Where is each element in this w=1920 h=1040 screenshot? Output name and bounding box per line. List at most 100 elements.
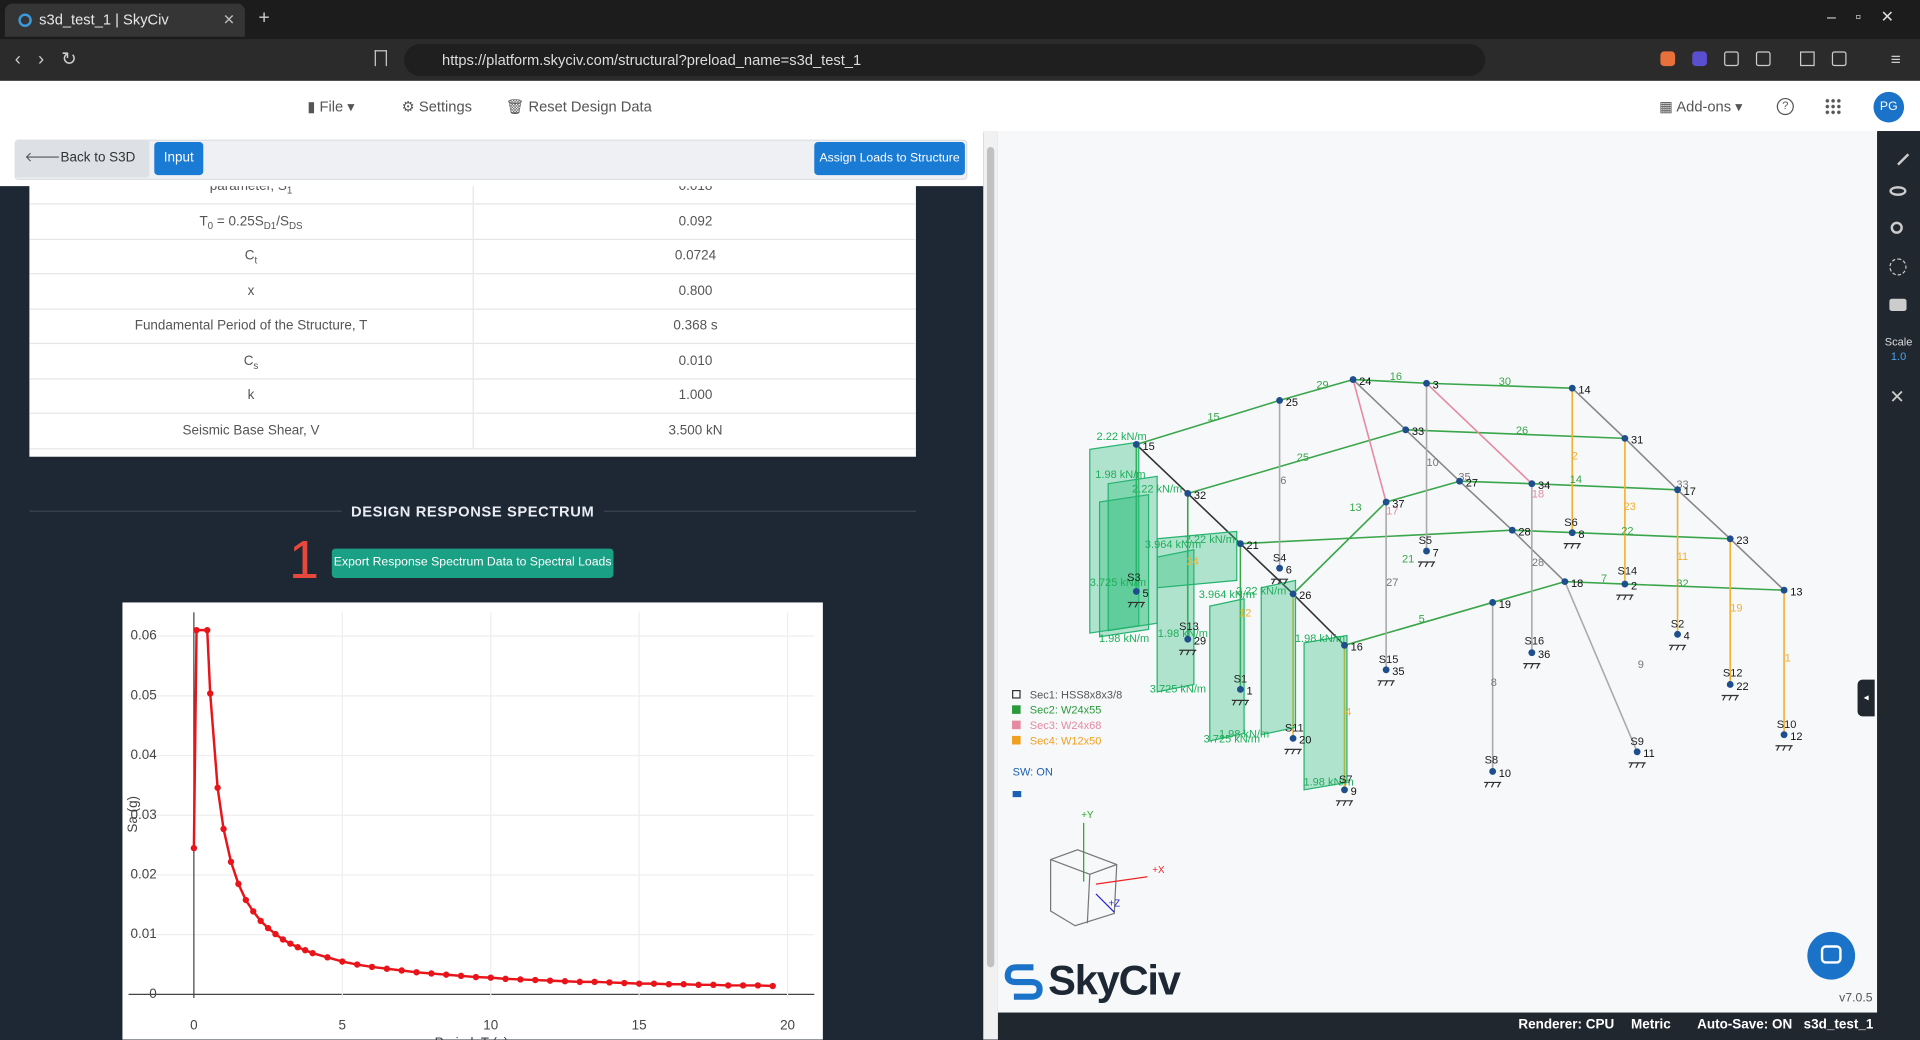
support-label: S2 — [1671, 618, 1684, 630]
data-point — [214, 784, 221, 791]
x-tick-label: 5 — [339, 1018, 346, 1033]
data-point — [272, 930, 279, 938]
tab-title: s3d_test_1 | SkyCiv — [39, 11, 169, 29]
support-label: S3 — [1127, 572, 1140, 584]
collapse-tab[interactable]: ◂ — [1857, 679, 1875, 717]
row-label: T0 = 0.25SD1/SDS — [29, 214, 472, 231]
label-part: 1 — [286, 185, 293, 197]
member — [1385, 480, 1460, 503]
data-point — [725, 982, 732, 989]
support-label: S12 — [1723, 667, 1743, 679]
label-part: = 0.25S — [213, 213, 264, 229]
apps-button[interactable] — [1824, 97, 1842, 116]
node-label: 34 — [1538, 480, 1550, 492]
input-button[interactable]: Input — [154, 142, 204, 176]
nav-buttons[interactable]: ‹›↻ — [14, 48, 94, 70]
addons-menu[interactable]: ▦ Add-ons ▾ — [1659, 97, 1743, 116]
data-point — [309, 949, 316, 957]
file-menu[interactable]: ▮ File ▾ — [307, 97, 355, 116]
x-tick-label: 15 — [632, 1018, 647, 1033]
member — [1564, 580, 1625, 585]
bookmark-icon[interactable] — [374, 50, 387, 67]
node-label: 8 — [1578, 529, 1584, 541]
tab-close[interactable]: ✕ — [222, 11, 236, 29]
back-button[interactable]: 🡐 Back to S3D — [14, 139, 150, 178]
node — [1561, 578, 1569, 586]
node-label: 17 — [1684, 486, 1696, 498]
search-tool[interactable] — [1890, 221, 1903, 234]
data-point — [650, 980, 658, 987]
member-label: 33 — [1676, 479, 1688, 491]
rotate-tool[interactable] — [1889, 258, 1907, 276]
reset-button[interactable]: 🗑 Reset Design Data — [505, 97, 652, 116]
load-label: 2.22 kN/m — [1236, 585, 1286, 597]
member — [1239, 543, 1294, 595]
export-button[interactable]: Export Response Spectrum Data to Spectra… — [331, 548, 614, 578]
data-point — [635, 980, 643, 987]
data-point — [710, 981, 717, 989]
url-bar[interactable]: https://platform.skyciv.com/structural?p… — [404, 44, 1486, 76]
node — [1184, 490, 1192, 497]
window-controls[interactable]: –▫✕ — [1826, 7, 1914, 26]
data-point — [383, 965, 391, 972]
node — [1674, 630, 1681, 638]
member-label: 5 — [1419, 613, 1425, 625]
camera-tool[interactable] — [1889, 298, 1907, 312]
member — [1405, 429, 1461, 482]
data-point — [739, 982, 747, 989]
legend-label: Sec4: W12x50 — [1030, 735, 1102, 747]
member — [1292, 501, 1387, 595]
member — [1344, 601, 1493, 647]
support-label: S15 — [1379, 654, 1399, 666]
edit-tool[interactable] — [1886, 143, 1910, 166]
help-button[interactable]: ? — [1776, 97, 1794, 116]
data-point — [472, 973, 480, 981]
node — [1132, 441, 1140, 448]
load-patch — [1107, 475, 1158, 632]
status-item: Auto-Save: ON — [1697, 1017, 1793, 1033]
scroll-thumb[interactable] — [986, 146, 995, 968]
node-label: 36 — [1538, 649, 1550, 661]
load-label: 1.98 kN/m — [1158, 628, 1208, 640]
data-point — [220, 825, 227, 833]
member — [1624, 437, 1679, 491]
browser-tab[interactable]: s3d_test_1 | SkyCiv ✕ — [4, 3, 245, 37]
row-value: 0.800 — [472, 273, 916, 308]
extension-icons[interactable]: ≡ — [1660, 49, 1901, 69]
x-tick-label: 20 — [780, 1018, 795, 1033]
tools-button[interactable]: ✕ — [1889, 386, 1905, 408]
load-label: 3.964 kN/m — [1145, 539, 1201, 551]
node — [1489, 599, 1497, 606]
node-label: 2 — [1631, 580, 1637, 592]
member-label: 25 — [1297, 452, 1309, 464]
node-label: 14 — [1578, 385, 1590, 397]
node — [1276, 564, 1284, 572]
data-point — [695, 981, 702, 989]
view-tool[interactable] — [1889, 186, 1907, 196]
node — [1236, 540, 1244, 548]
version: v7.0.5 — [1839, 991, 1873, 1006]
data-point — [287, 940, 294, 947]
scale-value[interactable]: 1.0 — [1890, 350, 1907, 363]
x-tick-label: 10 — [483, 1018, 498, 1033]
axis-z — [1095, 893, 1115, 913]
chat-button[interactable] — [1807, 931, 1856, 980]
avatar[interactable]: PG — [1873, 91, 1905, 123]
support-symbol — [1484, 781, 1502, 788]
support-label: S6 — [1564, 517, 1577, 529]
data-point — [250, 908, 257, 915]
load-label: 3.964 kN/m — [1199, 589, 1255, 601]
node-label: 37 — [1392, 498, 1404, 510]
settings-button[interactable]: ⚙ Settings — [401, 97, 472, 116]
member — [1511, 529, 1566, 583]
new-tab[interactable]: + — [258, 7, 270, 29]
load-label: 1.98 kN/m — [1295, 633, 1345, 645]
member-label: 28 — [1532, 557, 1544, 569]
label-part: DS — [288, 220, 303, 232]
assign-button[interactable]: Assign Loads to Structure — [814, 142, 965, 176]
legend-label: Sec3: W24x68 — [1030, 720, 1102, 732]
legend-swatch — [1012, 690, 1021, 699]
